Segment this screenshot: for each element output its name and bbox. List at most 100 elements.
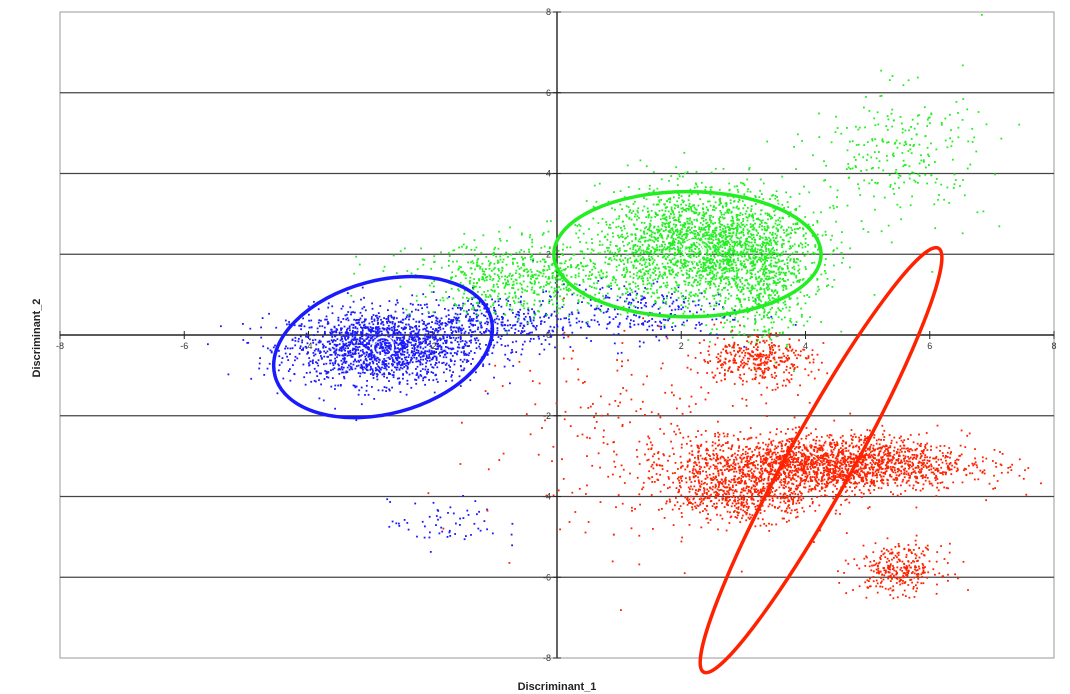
data-point	[351, 355, 354, 358]
data-point	[697, 252, 699, 255]
data-point	[419, 304, 422, 306]
data-point	[445, 346, 447, 348]
data-point	[688, 248, 691, 250]
data-point	[450, 332, 453, 334]
data-point	[653, 292, 656, 295]
data-point	[670, 309, 673, 312]
data-point	[571, 293, 574, 296]
data-point	[728, 189, 731, 192]
data-point	[417, 332, 420, 334]
data-point	[826, 278, 829, 280]
data-point	[470, 350, 472, 353]
data-point	[429, 335, 432, 338]
data-point	[410, 344, 413, 346]
data-point	[527, 312, 530, 315]
data-point	[530, 282, 532, 285]
data-point	[410, 359, 412, 362]
data-point	[664, 210, 667, 212]
data-point	[686, 319, 688, 322]
data-point	[381, 373, 384, 376]
data-point	[403, 356, 406, 359]
data-point	[712, 236, 715, 238]
data-point	[633, 305, 635, 307]
data-point	[589, 258, 592, 261]
data-point	[371, 372, 374, 374]
data-point	[496, 329, 499, 332]
data-point	[677, 206, 679, 209]
data-point	[370, 352, 373, 355]
data-point	[377, 389, 380, 392]
data-point	[366, 359, 368, 362]
data-point	[737, 276, 740, 279]
data-point	[334, 384, 337, 387]
data-point	[345, 344, 348, 347]
data-point	[752, 245, 754, 248]
data-point	[706, 209, 709, 211]
data-point	[706, 244, 709, 246]
data-point	[406, 379, 409, 382]
data-point	[744, 246, 747, 248]
data-point	[763, 280, 765, 282]
data-point	[694, 253, 697, 256]
data-point	[740, 230, 743, 233]
data-point	[664, 265, 667, 268]
data-point	[552, 330, 555, 333]
data-point	[538, 353, 541, 356]
data-point	[600, 305, 603, 307]
data-point	[371, 330, 374, 332]
data-point	[508, 292, 511, 295]
data-point	[454, 317, 457, 320]
data-point	[289, 353, 291, 355]
data-point	[360, 363, 363, 366]
data-point	[372, 374, 375, 376]
data-point	[715, 302, 718, 305]
data-point	[424, 346, 427, 349]
data-point	[740, 231, 742, 234]
data-point	[509, 382, 511, 385]
data-point	[744, 242, 747, 245]
data-point	[737, 201, 740, 203]
data-point	[607, 263, 609, 265]
data-point	[391, 364, 394, 367]
data-point	[657, 255, 659, 258]
data-point	[756, 280, 759, 283]
data-point	[414, 343, 417, 345]
data-point	[407, 340, 410, 342]
data-point	[624, 287, 627, 290]
data-point	[677, 247, 680, 250]
data-point	[352, 300, 355, 303]
data-point	[358, 323, 361, 326]
data-point	[460, 329, 462, 332]
data-point	[824, 272, 827, 275]
axes	[59, 11, 1055, 659]
data-point	[523, 307, 526, 310]
data-point	[712, 216, 715, 218]
data-point	[519, 324, 522, 327]
data-point	[346, 354, 349, 357]
data-point	[794, 208, 796, 211]
data-point	[383, 327, 386, 330]
data-point	[654, 299, 657, 302]
data-point	[543, 285, 545, 288]
data-point	[646, 207, 649, 210]
data-point	[749, 257, 752, 260]
data-point	[418, 337, 421, 339]
data-point	[584, 253, 587, 255]
data-point	[644, 239, 647, 242]
data-point	[721, 272, 724, 275]
data-point	[658, 230, 661, 233]
data-point	[365, 344, 367, 347]
data-point	[694, 247, 697, 250]
data-point	[687, 300, 690, 302]
data-point	[475, 342, 478, 344]
data-point	[437, 327, 440, 329]
data-point	[364, 309, 367, 312]
data-point	[370, 367, 372, 370]
data-point	[703, 290, 706, 293]
data-point	[732, 249, 735, 251]
data-point	[641, 264, 643, 267]
data-point	[678, 236, 680, 238]
data-point	[412, 344, 415, 347]
data-point	[435, 329, 438, 332]
data-point	[495, 333, 498, 335]
